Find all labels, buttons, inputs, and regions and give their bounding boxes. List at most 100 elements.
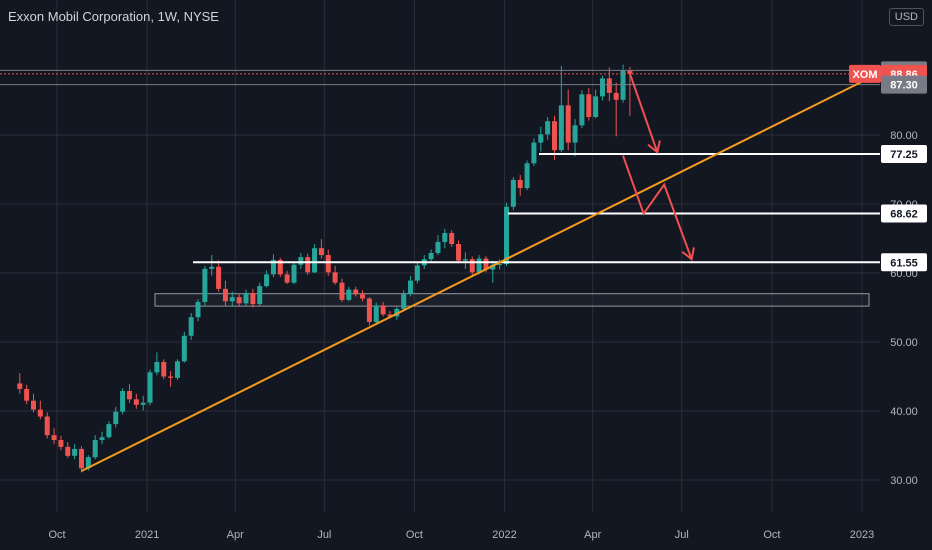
candle-body — [449, 232, 455, 245]
candle — [360, 290, 366, 302]
candle — [209, 255, 215, 276]
chart-title: Exxon Mobil Corporation, 1W, NYSE — [8, 9, 219, 24]
candle-body — [456, 244, 462, 261]
candle-body — [517, 179, 523, 189]
candle-body — [531, 142, 537, 164]
candle-body — [250, 293, 256, 305]
candle-body — [51, 435, 57, 440]
candle — [250, 288, 256, 308]
candle — [414, 261, 420, 284]
support-zone — [154, 293, 870, 307]
y-tick-label: 40.00 — [890, 406, 918, 418]
level-tag-bg — [881, 204, 927, 223]
candle-body — [579, 94, 585, 126]
candle — [572, 119, 578, 157]
candle-body — [65, 446, 71, 456]
candle-body — [99, 437, 105, 440]
time-axis-bg — [0, 512, 932, 550]
candle — [380, 301, 386, 317]
candle — [312, 244, 318, 273]
x-tick-label: Apr — [584, 529, 601, 541]
candle-body — [428, 252, 434, 260]
candle — [599, 75, 605, 101]
candle — [551, 115, 557, 160]
candle-body — [168, 376, 174, 378]
candle-body — [346, 289, 352, 300]
candle — [168, 370, 174, 387]
candle-body — [270, 259, 276, 275]
candle-body — [312, 248, 318, 273]
candle — [174, 359, 180, 380]
candle — [353, 286, 359, 297]
candle — [476, 255, 482, 275]
x-tick-label: 2022 — [492, 529, 516, 541]
candle-body — [353, 289, 359, 295]
candle-body — [366, 298, 372, 322]
candle — [37, 400, 43, 420]
candle — [65, 442, 71, 458]
candle — [106, 421, 112, 439]
candle — [216, 260, 222, 292]
candle — [113, 406, 119, 428]
x-tick-label: Oct — [406, 529, 423, 541]
y-tick-label: 30.00 — [890, 475, 918, 487]
candle — [298, 252, 304, 269]
candle-body — [140, 402, 146, 405]
candle — [524, 160, 530, 191]
candle-body — [277, 259, 283, 275]
x-tick-label: Apr — [227, 529, 244, 541]
x-tick-label: Jul — [675, 529, 689, 541]
candle-body — [360, 294, 366, 299]
candle-body — [24, 388, 30, 401]
candle — [181, 331, 187, 363]
candle — [17, 373, 23, 394]
candle — [613, 82, 619, 137]
candle-body — [380, 305, 386, 315]
candle — [490, 260, 496, 283]
candle-body — [627, 70, 633, 74]
level-tag-bg — [881, 253, 927, 272]
candle — [593, 89, 599, 119]
candle — [497, 259, 503, 270]
price-tag: 87.30 — [890, 80, 918, 92]
candle — [270, 254, 276, 278]
candle — [318, 239, 324, 259]
currency-button[interactable]: USD — [888, 8, 924, 26]
candle-body — [126, 390, 132, 400]
candle-body — [504, 206, 510, 265]
candle-body — [305, 257, 311, 273]
candle-body — [408, 280, 414, 294]
candle-body — [435, 241, 441, 253]
level-tag-bg — [881, 144, 927, 163]
symbol-tag-bg — [849, 64, 881, 83]
horizontal-levels — [0, 69, 880, 264]
candle-body — [476, 258, 482, 273]
candle-body — [284, 274, 290, 283]
candle — [236, 293, 242, 307]
candle — [339, 278, 345, 302]
candle — [58, 435, 64, 451]
candle — [133, 393, 139, 409]
candle — [305, 253, 311, 276]
arrow-head — [647, 140, 661, 155]
candle — [195, 299, 201, 322]
candle-body — [106, 424, 112, 438]
x-tick-label: 2021 — [135, 529, 159, 541]
candle — [277, 257, 283, 278]
candle — [558, 66, 564, 153]
candle-body — [120, 390, 126, 412]
candle — [435, 235, 441, 256]
candle-body — [586, 94, 592, 118]
candle — [545, 117, 551, 140]
candle-body — [85, 457, 91, 469]
candle — [24, 384, 30, 405]
arrow-path — [622, 155, 693, 260]
candle-body — [325, 255, 331, 273]
candle-body — [387, 314, 393, 317]
candle — [78, 446, 84, 473]
candle-body — [414, 265, 420, 281]
y-tick-label: 80.00 — [890, 130, 918, 142]
candle — [120, 388, 126, 415]
candle — [442, 228, 448, 249]
